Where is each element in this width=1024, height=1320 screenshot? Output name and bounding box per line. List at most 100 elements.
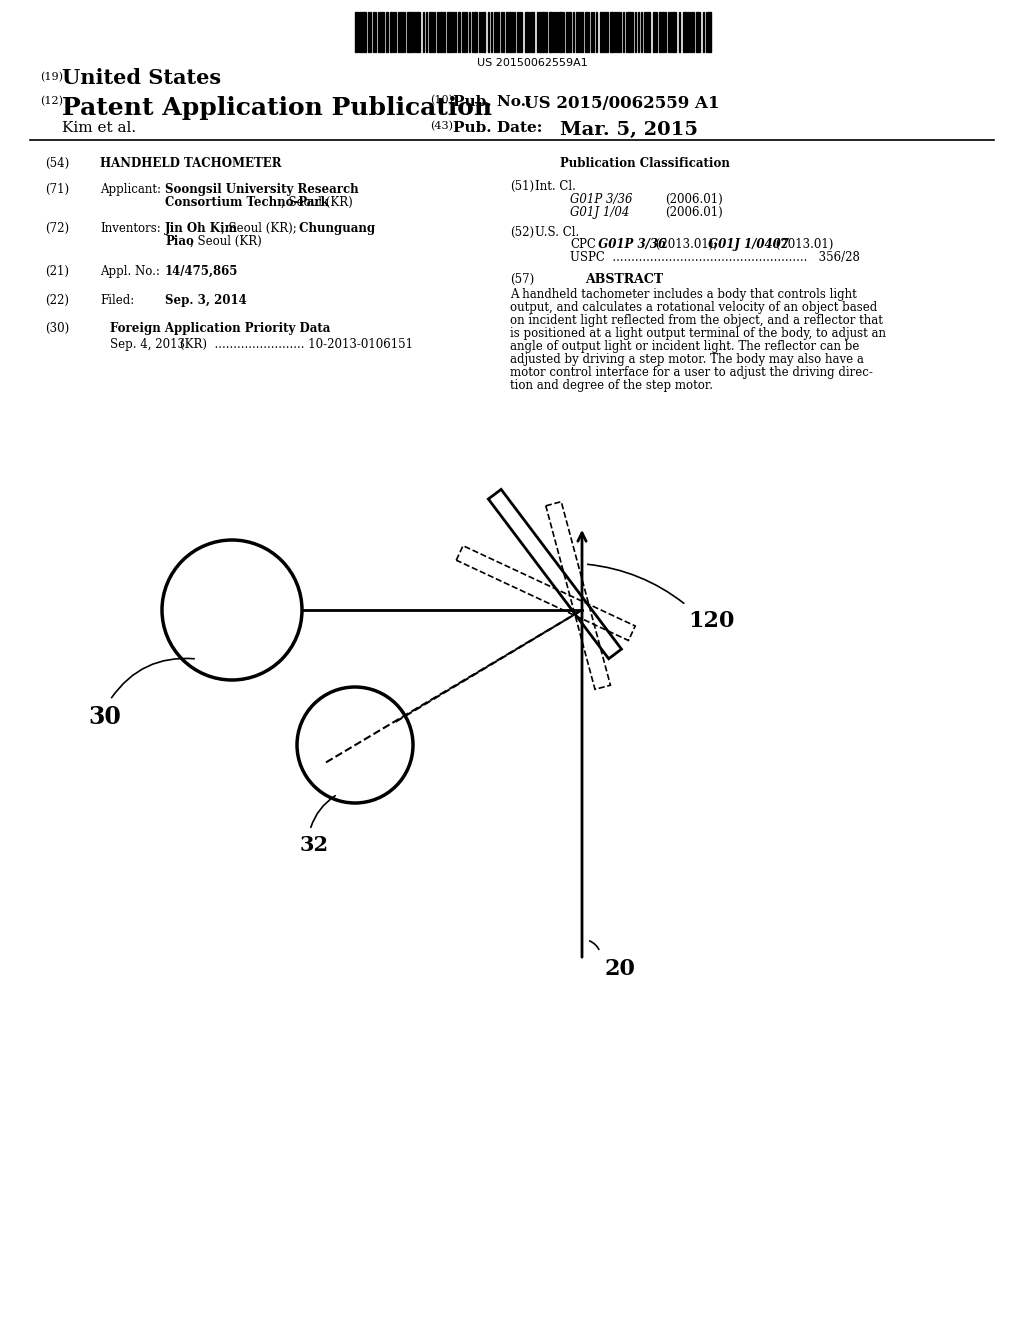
Text: HANDHELD TACHOMETER: HANDHELD TACHOMETER [100,157,282,170]
Text: U.S. Cl.: U.S. Cl. [535,226,580,239]
Bar [437,12,439,51]
Text: Int. Cl.: Int. Cl. [535,180,575,193]
Bar [382,12,384,51]
Bar [708,12,711,51]
Text: Foreign Application Priority Data: Foreign Application Priority Data [110,322,331,335]
Bar [683,12,686,51]
Text: (2006.01): (2006.01) [665,206,723,219]
Text: (19): (19) [40,73,63,82]
Text: ABSTRACT: ABSTRACT [585,273,664,286]
Text: US 2015/0062559 A1: US 2015/0062559 A1 [524,95,720,112]
Text: angle of output light or incident light. The reflector can be: angle of output light or incident light.… [510,341,859,352]
Bar [566,12,568,51]
Bar [458,12,460,51]
Bar [648,12,650,51]
Bar [362,12,366,51]
Text: US 20150062559A1: US 20150062559A1 [476,58,588,69]
Text: USPC  ....................................................   356/28: USPC ...................................… [570,251,860,264]
Bar [628,12,631,51]
Bar [450,12,452,51]
Text: , Seoul (KR): , Seoul (KR) [281,195,352,209]
Text: Patent Application Publication: Patent Application Publication [62,96,493,120]
Text: output, and calculates a rotational velocity of an object based: output, and calculates a rotational velo… [510,301,878,314]
Bar [585,12,587,51]
Bar [360,12,362,51]
Text: adjusted by driving a step motor. The body may also have a: adjusted by driving a step motor. The bo… [510,352,864,366]
Bar [659,12,662,51]
Bar [429,12,431,51]
Text: is positioned at a light output terminal of the body, to adjust an: is positioned at a light output terminal… [510,327,886,341]
Bar [416,12,418,51]
Text: (72): (72) [45,222,70,235]
Bar [581,12,583,51]
Bar [390,12,392,51]
Bar [443,12,445,51]
Bar [559,12,562,51]
Text: (43): (43) [430,121,453,131]
Text: 14/475,865: 14/475,865 [165,265,239,279]
Bar [672,12,674,51]
Text: G01P 3/36: G01P 3/36 [590,238,667,251]
Polygon shape [488,490,622,659]
Text: (KR)  ........................ 10-2013-0106151: (KR) ........................ 10-2013-01… [180,338,413,351]
Text: CPC: CPC [570,238,596,251]
Text: (71): (71) [45,183,70,195]
Text: (12): (12) [40,96,63,107]
Text: (54): (54) [45,157,70,170]
Text: Applicant:: Applicant: [100,183,161,195]
Bar [610,12,613,51]
Text: (10): (10) [430,95,453,106]
Text: Consortium Techno-Park: Consortium Techno-Park [165,195,329,209]
Text: Pub. Date:: Pub. Date: [453,121,543,135]
Bar [474,12,477,51]
Bar [606,12,608,51]
Text: (52): (52) [510,226,535,239]
Bar [662,12,664,51]
Text: Jin Oh Kim: Jin Oh Kim [165,222,238,235]
Text: (2006.01): (2006.01) [665,193,723,206]
Text: (57): (57) [510,273,535,286]
Text: Publication Classification: Publication Classification [560,157,730,170]
Text: motor control interface for a user to adjust the driving direc-: motor control interface for a user to ad… [510,366,872,379]
Text: Inventors:: Inventors: [100,222,161,235]
Bar [539,12,541,51]
Bar [411,12,413,51]
Text: 120: 120 [688,610,734,632]
Bar [600,12,602,51]
Text: G01J 1/04: G01J 1/04 [570,206,630,219]
Text: (51): (51) [510,180,535,193]
Bar [549,12,552,51]
Text: 20: 20 [604,958,635,979]
Bar [440,12,442,51]
Bar [386,12,388,51]
Text: (2013.01);: (2013.01); [652,238,718,251]
Bar [603,12,605,51]
Text: G01J 1/0407: G01J 1/0407 [705,238,788,251]
Text: Pub. No.:: Pub. No.: [453,95,531,110]
Text: 30: 30 [88,705,121,729]
Bar [569,12,571,51]
Text: tion and degree of the step motor.: tion and degree of the step motor. [510,379,713,392]
Bar [531,12,534,51]
Text: , Seoul (KR);: , Seoul (KR); [221,222,297,235]
Bar [525,12,528,51]
Text: (30): (30) [45,322,70,335]
Text: A handheld tachometer includes a body that controls light: A handheld tachometer includes a body th… [510,288,857,301]
Bar [542,12,544,51]
Bar [545,12,547,51]
Text: Piao: Piao [165,235,194,248]
Text: (21): (21) [45,265,69,279]
Bar [447,12,449,51]
Text: Sep. 3, 2014: Sep. 3, 2014 [165,294,247,308]
Bar [509,12,511,51]
Text: Kim et al.: Kim et al. [62,121,136,135]
Bar [578,12,580,51]
Text: Chunguang: Chunguang [295,222,375,235]
Bar [506,12,508,51]
Text: Sep. 4, 2013: Sep. 4, 2013 [110,338,185,351]
Bar [407,12,410,51]
Text: United States: United States [62,69,221,88]
Text: Appl. No.:: Appl. No.: [100,265,160,279]
Bar [483,12,485,51]
Text: on incident light reflected from the object, and a reflector that: on incident light reflected from the obj… [510,314,883,327]
